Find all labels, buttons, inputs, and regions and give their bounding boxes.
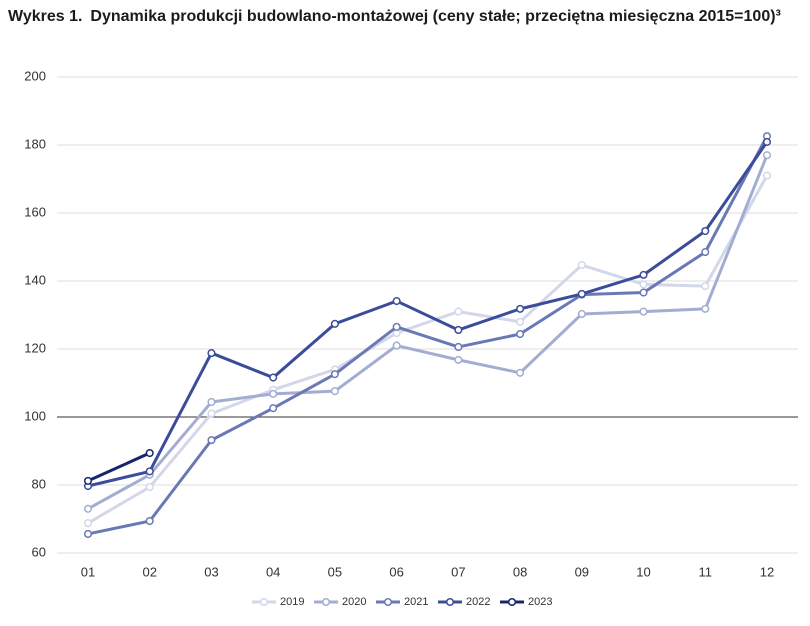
data-point [207, 349, 216, 358]
data-point [392, 322, 401, 331]
data-point [330, 387, 339, 396]
data-point [701, 248, 710, 257]
data-point [454, 307, 463, 316]
data-point [269, 389, 278, 398]
legend-marker [259, 597, 269, 607]
chart-label: Wykres 1. [8, 8, 83, 25]
data-point [577, 289, 586, 298]
data-point [639, 270, 648, 279]
data-point [207, 436, 216, 445]
x-tick-label: 05 [328, 564, 342, 579]
data-point [83, 476, 93, 485]
data-point [145, 482, 154, 492]
y-tick-label: 60 [32, 544, 46, 559]
x-tick-label: 10 [636, 564, 650, 579]
y-tick-label: 200 [24, 68, 46, 83]
x-tick-label: 07 [451, 564, 465, 579]
data-point [762, 151, 772, 160]
legend-label: 2020 [342, 596, 366, 608]
data-point [207, 409, 216, 418]
data-point [145, 448, 154, 458]
data-point [454, 342, 463, 352]
series-line [87, 451, 151, 483]
data-point [207, 397, 216, 407]
legend-label: 2023 [528, 596, 552, 608]
data-point [83, 504, 93, 513]
data-point [269, 404, 278, 413]
legend-marker [507, 597, 517, 607]
y-tick-label: 140 [24, 272, 46, 287]
data-point [145, 467, 154, 476]
data-point [330, 319, 339, 328]
data-point [454, 355, 463, 364]
data-point [639, 280, 648, 289]
data-point [392, 341, 401, 350]
data-point [577, 309, 586, 319]
data-point [516, 368, 525, 377]
data-point [330, 370, 339, 379]
y-tick-label: 80 [32, 476, 46, 491]
y-tick-label: 120 [24, 340, 46, 355]
data-point [516, 304, 525, 313]
x-tick-label: 06 [389, 564, 403, 579]
legend-marker [445, 597, 455, 607]
data-point [701, 304, 710, 313]
x-tick-label: 08 [513, 564, 527, 579]
legend-marker [321, 597, 331, 607]
x-tick-label: 03 [204, 564, 218, 579]
data-point [701, 282, 710, 291]
data-point [83, 529, 93, 539]
data-point [577, 260, 586, 270]
data-point [516, 317, 525, 326]
x-tick-label: 01 [81, 564, 95, 579]
data-point [762, 171, 772, 180]
series-line [87, 154, 769, 511]
data-point [762, 137, 772, 146]
y-tick-label: 180 [24, 136, 46, 151]
legend-marker [383, 597, 393, 607]
x-tick-label: 12 [760, 564, 774, 579]
data-point [269, 373, 278, 382]
data-point [701, 226, 710, 236]
x-tick-label: 11 [699, 564, 713, 579]
x-tick-label: 02 [142, 564, 156, 579]
title-block: Wykres 1. Dynamika produkcji budowlano-m… [8, 6, 798, 27]
series-line [87, 141, 769, 488]
x-tick-label: 09 [575, 564, 589, 579]
legend-label: 2021 [404, 596, 428, 608]
chart-title: Dynamika produkcji budowlano-montażowej … [90, 8, 781, 25]
y-tick-label: 100 [24, 408, 46, 423]
y-tick-label: 160 [24, 204, 46, 219]
data-point [145, 516, 154, 526]
data-point [454, 325, 463, 335]
x-tick-label: 04 [266, 564, 280, 579]
data-point [83, 519, 93, 528]
data-point [392, 297, 401, 306]
data-point [639, 307, 648, 316]
series-line [87, 135, 769, 536]
data-point [516, 329, 525, 339]
data-point [639, 288, 648, 297]
legend-label: 2019 [280, 596, 304, 608]
legend-label: 2022 [466, 596, 490, 608]
